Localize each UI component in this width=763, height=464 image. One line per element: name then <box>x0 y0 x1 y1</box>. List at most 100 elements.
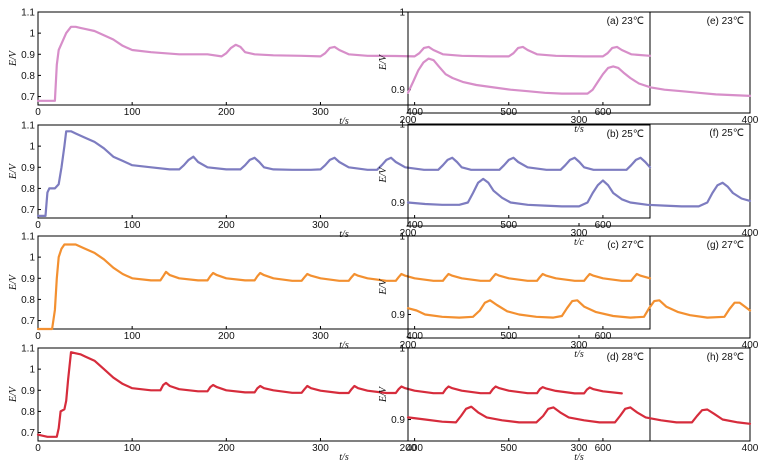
x-tick-label: 200 <box>400 115 417 126</box>
chart-panel-4: 200 300 400 0.9 1 t/s E/V (e) 23℃ <box>378 8 759 136</box>
y-tick-label: 0.9 <box>391 310 405 321</box>
y-tick-label: 1.1 <box>21 121 35 132</box>
series-line <box>36 351 623 438</box>
x-tick-label: 600 <box>595 443 612 454</box>
series-line <box>406 177 752 208</box>
y-tick-label: 0.8 <box>21 295 35 306</box>
x-tick-label: 500 <box>500 443 517 454</box>
x-tick-label: 400 <box>742 443 759 454</box>
chart-panel-2: 0 100 200 300 400 500 600 0.7 0.8 0.9 1 1.1 t/s E/V (c… <box>8 232 652 351</box>
y-tick-label: 1 <box>29 253 35 264</box>
x-tick-label: 400 <box>742 228 759 239</box>
y-axis-label: E/V <box>8 273 19 291</box>
x-axis-label: t/s <box>339 229 349 240</box>
y-tick-label: 0.8 <box>21 184 35 195</box>
panel-label: (b) 25℃ <box>607 129 644 140</box>
y-tick-label: 1 <box>29 142 35 153</box>
chart-panel-6: 200 300 400 0.9 1 t/s E/V (g) 27℃ <box>378 232 759 361</box>
x-tick-label: 0 <box>35 107 41 118</box>
panel-label: (a) 23℃ <box>607 16 644 27</box>
x-tick-label: 100 <box>124 107 141 118</box>
x-tick-label: 300 <box>571 443 588 454</box>
plot-frame <box>407 235 751 339</box>
chart-panel-0: 0 100 200 300 400 500 6000.70.80.911.1t/sE/V(a… <box>8 8 652 127</box>
y-tick-label: 0.7 <box>21 92 35 103</box>
x-tick-label: 100 <box>124 443 141 454</box>
panel-label: (d) 28℃ <box>607 352 644 363</box>
chart-panel-3: 0 100 200 300 400 500 600 0.7 0.8 0.9 1 1.1 t/s E/V (d… <box>8 344 651 463</box>
x-tick-label: 100 <box>124 331 141 342</box>
x-tick-label: 0 <box>35 220 41 231</box>
x-tick-label: 300 <box>571 340 588 351</box>
series-line <box>36 130 652 217</box>
y-tick-label: 0.9 <box>21 274 35 285</box>
x-tick-label: 500 <box>500 331 517 342</box>
y-tick-label: 0.8 <box>21 71 35 82</box>
x-tick-label: 200 <box>400 340 417 351</box>
y-tick-label: 0.9 <box>21 386 35 397</box>
x-tick-label: 200 <box>400 443 417 454</box>
x-tick-label: 300 <box>312 331 329 342</box>
y-tick-label: 0.9 <box>391 415 405 426</box>
x-axis-label: t/s <box>339 116 349 127</box>
panel-label: (g) 27℃ <box>707 240 744 251</box>
plot-frame <box>37 347 651 442</box>
x-axis-label: t/s <box>574 452 584 463</box>
series-line <box>406 405 752 425</box>
y-axis-label: E/V <box>378 53 389 71</box>
panel-label: (h) 28℃ <box>707 352 744 363</box>
x-tick-label: 400 <box>742 115 759 126</box>
y-tick-label: 1 <box>399 232 405 243</box>
x-tick-label: 0 <box>35 331 41 342</box>
y-tick-label: 0.9 <box>391 85 405 96</box>
y-tick-label: 1 <box>399 8 405 19</box>
plot-frame <box>37 11 651 106</box>
x-tick-label: 200 <box>218 107 235 118</box>
y-tick-label: 1 <box>399 120 405 131</box>
x-tick-label: 600 <box>595 331 612 342</box>
x-tick-label: 100 <box>124 220 141 231</box>
plot-frame <box>407 11 751 114</box>
panel-label: (f) 25℃ <box>709 128 744 139</box>
y-axis-label: E/V <box>378 166 389 184</box>
x-tick-label: 400 <box>742 340 759 351</box>
y-tick-label: 0.7 <box>21 316 35 327</box>
chart-panel-5: 200 300 400 0.9 1 t/c E/V (f) 25℃ <box>378 120 759 249</box>
x-tick-label: 200 <box>400 228 417 239</box>
series-line <box>406 299 752 319</box>
x-tick-label: 300 <box>312 220 329 231</box>
x-tick-label: 200 <box>218 443 235 454</box>
y-tick-label: 1 <box>29 29 35 40</box>
y-axis-label: E/V <box>8 49 19 67</box>
y-tick-label: 1 <box>399 344 405 355</box>
plot-frame <box>37 124 651 219</box>
x-tick-label: 300 <box>571 228 588 239</box>
x-tick-label: 300 <box>571 115 588 126</box>
plot-frame <box>407 123 751 227</box>
y-axis-label: E/V <box>8 385 19 403</box>
y-tick-label: 1.1 <box>21 344 35 355</box>
x-tick-label: 300 <box>312 443 329 454</box>
x-tick-label: 200 <box>218 220 235 231</box>
series-line <box>36 243 652 331</box>
x-axis-label: t/c <box>574 237 585 248</box>
x-axis-label: t/s <box>574 349 584 360</box>
y-axis-label: E/V <box>378 385 389 403</box>
y-axis-label: E/V <box>8 162 19 180</box>
series-line <box>36 25 652 102</box>
y-tick-label: 1 <box>29 365 35 376</box>
x-axis-label: t/s <box>339 452 349 463</box>
plot-frame <box>37 235 651 330</box>
x-tick-label: 400 <box>406 443 423 454</box>
y-tick-label: 1.1 <box>21 232 35 243</box>
y-tick-label: 0.7 <box>21 205 35 216</box>
x-tick-label: 300 <box>312 107 329 118</box>
x-axis-label: t/s <box>574 124 584 135</box>
y-tick-label: 0.7 <box>21 428 35 439</box>
y-tick-label: 0.9 <box>21 163 35 174</box>
panel-label: (e) 23℃ <box>707 16 744 27</box>
panel-label: (c) 27℃ <box>607 240 644 251</box>
chart-panel-1: 0 100 200 300 400 500 6000.70.80.911.1t/sE/V(b… <box>8 121 652 240</box>
y-axis-label: E/V <box>378 278 389 296</box>
